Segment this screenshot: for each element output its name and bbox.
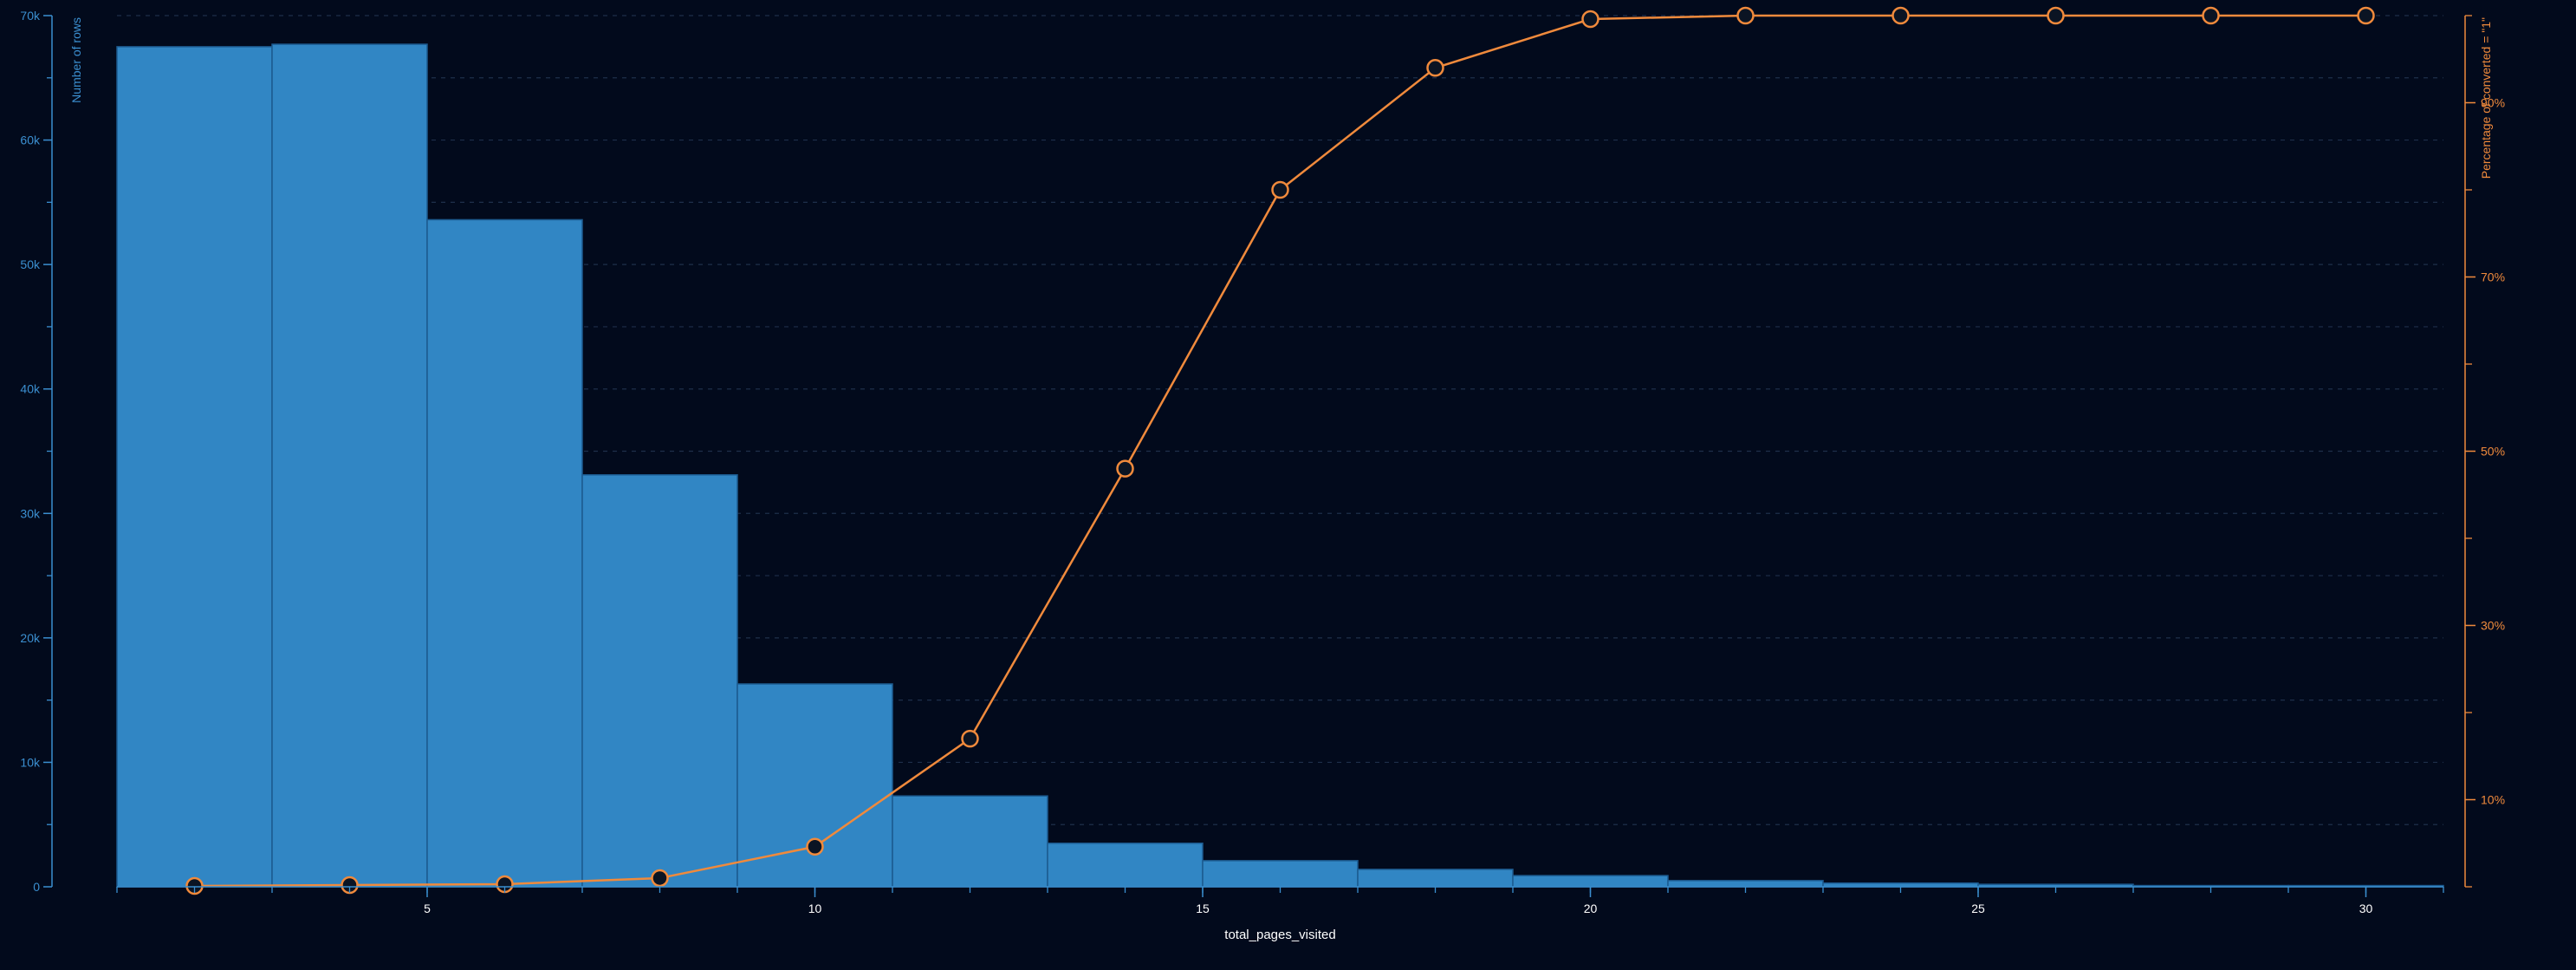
x-axis-label: total_pages_visited: [1224, 928, 1335, 942]
x-tick-label: 15: [1196, 902, 1210, 915]
conversion-point: [806, 837, 824, 856]
right-y-tick-label: 70%: [2481, 270, 2505, 284]
conversion-line-series: [185, 6, 2375, 895]
x-tick-label: 20: [1584, 902, 1598, 915]
conversion-point: [1116, 459, 1134, 478]
grid-lines: [117, 15, 2443, 825]
right-y-tick-label: 30%: [2481, 619, 2505, 633]
conversion-point: [185, 876, 204, 895]
conversion-point: [961, 729, 979, 748]
histogram-bar: [116, 46, 273, 888]
conversion-point: [1581, 10, 1599, 29]
left-y-tick-label: 20k: [20, 631, 41, 645]
conversion-point: [1891, 6, 1910, 25]
left-y-tick-label: 60k: [20, 133, 41, 147]
x-tick-label: 5: [424, 902, 431, 915]
right-y-tick-label: 10%: [2481, 793, 2505, 807]
conversion-point: [2357, 6, 2375, 25]
histogram-bar: [426, 218, 583, 888]
conversion-point: [1271, 180, 1289, 199]
x-tick-label: 30: [2359, 902, 2373, 915]
left-y-tick-label: 10k: [20, 755, 41, 769]
histogram-bar: [1047, 843, 1204, 888]
conversion-point: [2047, 6, 2065, 25]
left-y-tick-label: 0: [33, 880, 40, 894]
conversion-point: [651, 869, 669, 888]
histogram-bar: [271, 43, 428, 888]
histogram-bar: [736, 683, 893, 888]
histogram-bar: [1667, 880, 1824, 888]
x-tick-label: 10: [808, 902, 822, 915]
left-y-axis-label: Number of rows: [69, 17, 83, 103]
histogram-bar: [581, 474, 738, 888]
right-y-tick-label: 50%: [2481, 445, 2505, 459]
left-y-tick-label: 30k: [20, 506, 41, 520]
x-tick-label: 25: [1971, 902, 1985, 915]
left-y-tick-label: 50k: [20, 257, 41, 271]
left-y-tick-label: 40k: [20, 382, 41, 396]
conversion-point: [1736, 6, 1755, 25]
right-y-axis-label: Percentage of converted = "1": [2479, 17, 2493, 179]
histogram-bar: [1357, 869, 1514, 888]
histogram-bars: [116, 43, 2444, 888]
histogram-bar: [1512, 875, 1669, 888]
conversion-point: [1426, 59, 1444, 77]
right-y-tick-label: 90%: [2481, 96, 2505, 110]
axes: 5 10 15 20 25 30 0 10k 20k 30k 40k 50k 60k 70k 10% 30% 5…: [20, 9, 2505, 915]
histogram-bar: [892, 795, 1048, 888]
left-y-tick-label: 70k: [20, 9, 41, 23]
histogram-bar: [1202, 860, 1359, 888]
conversion-point: [2202, 6, 2220, 25]
